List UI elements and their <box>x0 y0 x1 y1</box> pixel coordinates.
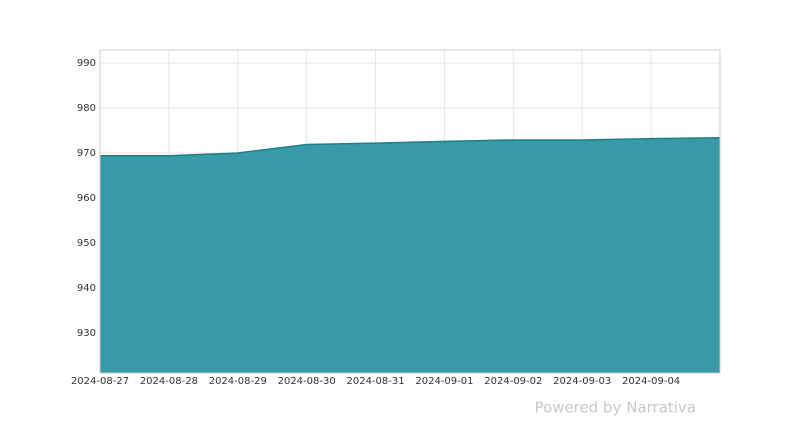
x-tick-label: 2024-08-28 <box>140 376 198 387</box>
x-tick-label: 2024-08-31 <box>346 376 404 387</box>
y-tick-label: 980 <box>77 103 96 114</box>
y-tick-label: 970 <box>77 148 96 159</box>
y-tick-label: 960 <box>77 193 96 204</box>
y-tick-label: 930 <box>77 328 96 339</box>
x-tick-label: 2024-08-29 <box>209 376 267 387</box>
x-tick-label: 2024-09-01 <box>415 376 473 387</box>
area <box>100 137 720 373</box>
y-tick-label: 940 <box>77 283 96 294</box>
x-tick-label: 2024-08-27 <box>71 376 129 387</box>
x-tick-label: 2024-09-04 <box>622 376 680 387</box>
y-tick-label: 990 <box>77 58 96 69</box>
footer: Powered by Narrativa <box>535 399 697 417</box>
line <box>100 136 721 157</box>
x-tick-label: 2024-09-03 <box>553 376 611 387</box>
x-tick-label: 2024-09-02 <box>484 376 542 387</box>
plot-frame <box>99 49 721 374</box>
y-tick-label: 950 <box>77 238 96 249</box>
x-tick-label: 2024-08-30 <box>278 376 336 387</box>
